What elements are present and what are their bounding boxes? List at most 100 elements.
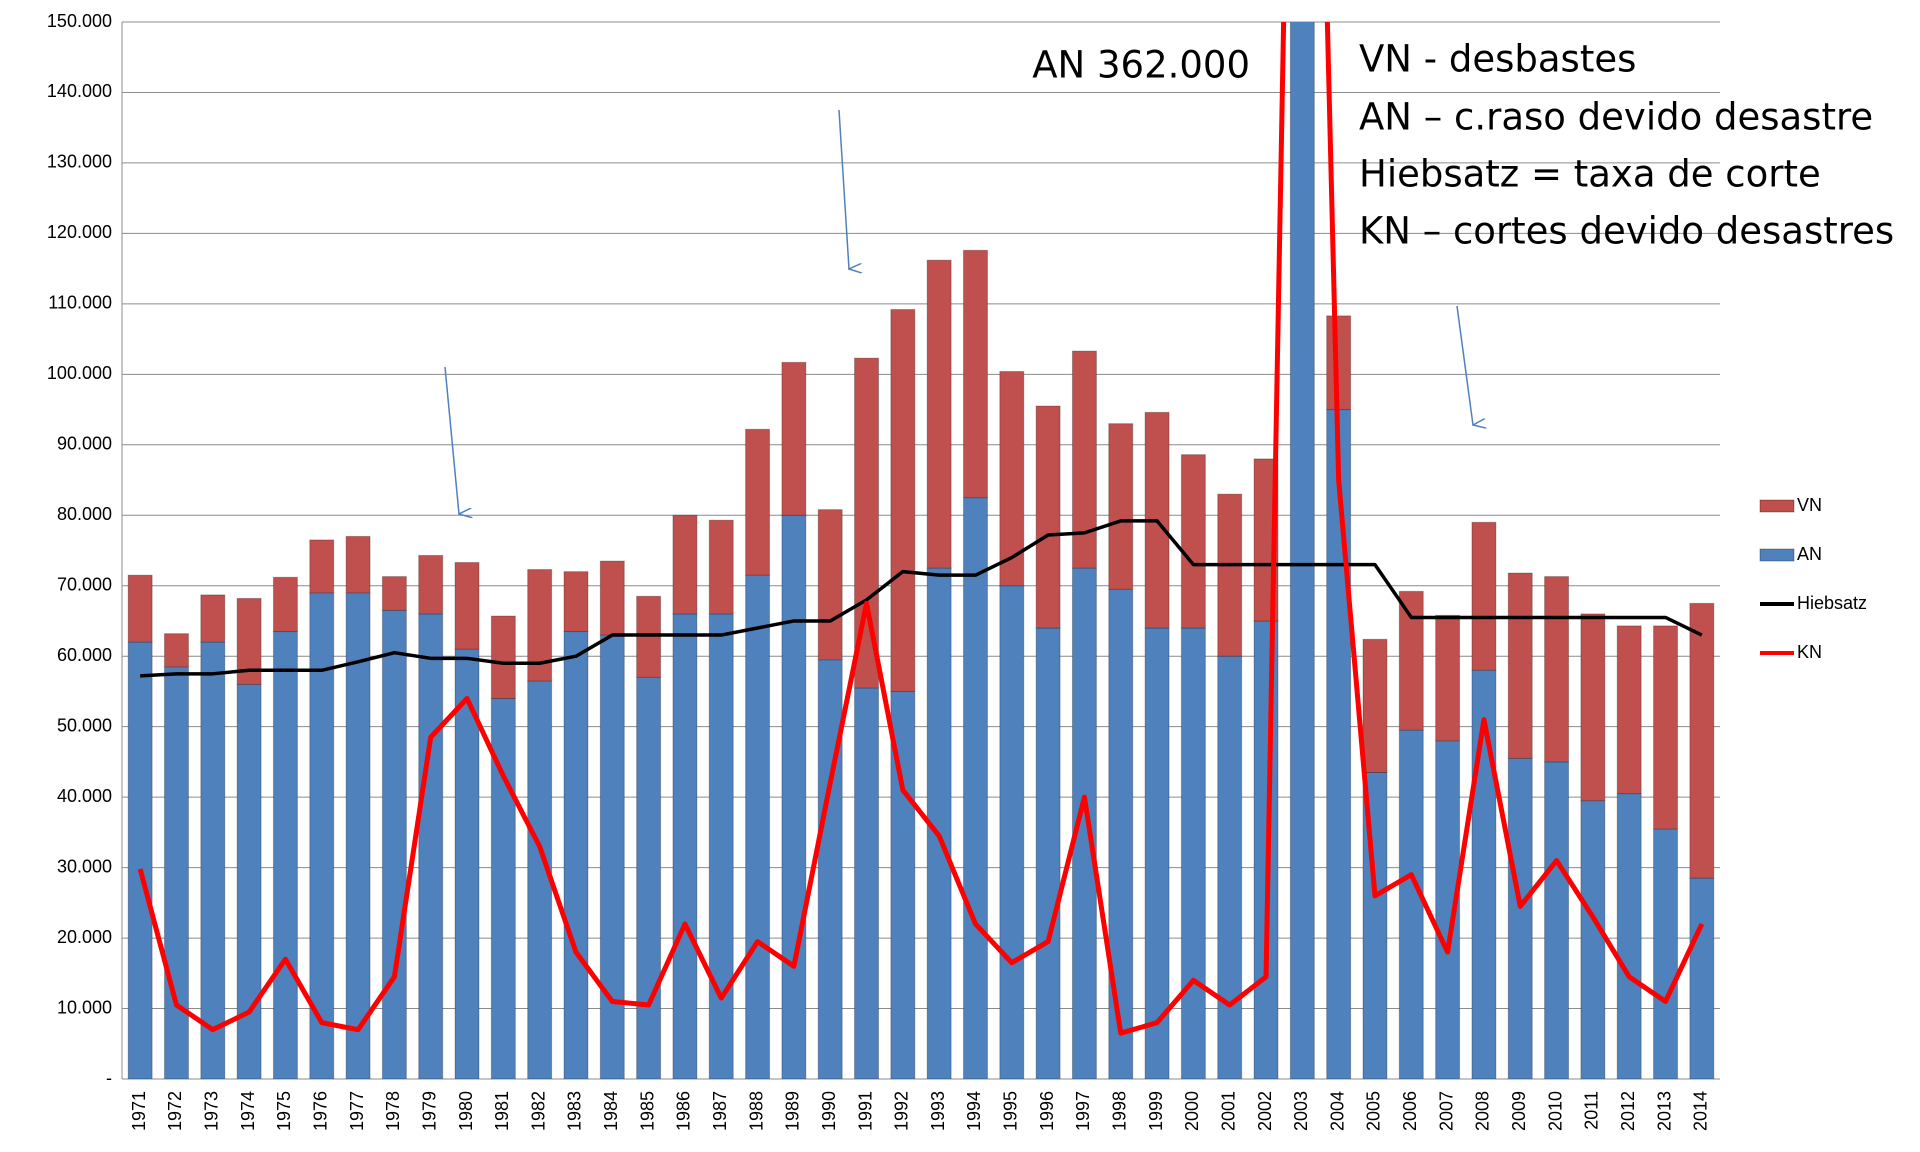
bar — [599, 634, 625, 1079]
x-tick-label: 1991 — [855, 1091, 875, 1131]
bar — [1035, 405, 1061, 629]
bar — [490, 615, 516, 699]
bar — [817, 509, 843, 661]
x-tick-label: 2004 — [1327, 1091, 1347, 1131]
bar — [381, 609, 407, 1079]
bar — [418, 554, 444, 615]
x-tick-label: 1987 — [710, 1091, 730, 1131]
x-tick-label: 1973 — [202, 1091, 222, 1131]
legend-label: KN — [1797, 642, 1822, 662]
y-tick-label: 70.000 — [57, 574, 112, 594]
bar — [745, 428, 771, 576]
bar — [854, 687, 880, 1079]
bar — [1580, 613, 1606, 802]
x-tick-label: 2011 — [1582, 1091, 1602, 1130]
y-tick-label: - — [106, 1068, 112, 1088]
bar — [1544, 761, 1570, 1079]
x-tick-label: 1978 — [383, 1091, 403, 1131]
bar — [1108, 423, 1134, 590]
x-tick-label: 2012 — [1618, 1091, 1638, 1131]
y-tick-label: 140.000 — [47, 81, 112, 101]
x-tick-label: 1977 — [347, 1091, 367, 1131]
bar — [563, 571, 589, 633]
bar — [1689, 877, 1715, 1079]
y-tick-label: 40.000 — [57, 786, 112, 806]
bar — [1108, 588, 1134, 1079]
bar — [1289, 22, 1315, 1079]
bar — [1653, 625, 1679, 830]
labels: - 10.000 20.000 30.000 40.000 50.000 60.000 70.… — [47, 11, 1867, 1131]
bar — [708, 613, 734, 1079]
x-tick-label: 2010 — [1545, 1091, 1565, 1131]
bar — [708, 519, 734, 615]
line-series — [137, 22, 1705, 1036]
bar — [563, 631, 589, 1079]
x-tick-label: 1994 — [964, 1091, 984, 1131]
y-tick-label: 80.000 — [57, 504, 112, 524]
y-tick-label: 150.000 — [47, 11, 112, 31]
bar — [236, 597, 262, 685]
bar — [1180, 627, 1206, 1079]
bar — [163, 633, 189, 668]
bar — [418, 613, 444, 1079]
legend-swatch — [1759, 499, 1795, 513]
bar — [781, 361, 807, 516]
bar — [672, 613, 698, 1079]
legend-label: VN — [1797, 495, 1822, 515]
bar — [200, 594, 226, 643]
bar — [817, 659, 843, 1079]
x-tick-label: 2008 — [1473, 1091, 1493, 1131]
bar — [1217, 655, 1243, 1079]
bar — [309, 539, 335, 594]
bar — [127, 574, 153, 643]
line-series — [140, 519, 1703, 678]
bar — [1180, 454, 1206, 629]
bar — [1507, 572, 1533, 759]
bar — [381, 576, 407, 611]
bar — [962, 497, 988, 1079]
bar — [1435, 614, 1461, 742]
bar — [781, 514, 807, 1079]
bar — [1398, 729, 1424, 1079]
x-tick-label: 1995 — [1001, 1091, 1021, 1131]
annotation: AN 362.000 — [1032, 44, 1250, 87]
bar — [272, 631, 298, 1079]
y-tick-label: 60.000 — [57, 645, 112, 665]
x-tick-label: 2002 — [1255, 1091, 1275, 1131]
x-tick-label: 2006 — [1400, 1091, 1420, 1131]
y-tick-label: 100.000 — [47, 363, 112, 383]
x-tick-label: 1975 — [274, 1091, 294, 1131]
bar — [200, 641, 226, 1079]
bar — [1616, 625, 1642, 795]
bar — [527, 680, 553, 1079]
bar — [1689, 602, 1715, 879]
x-tick-label: 1971 — [129, 1091, 149, 1131]
y-tick-label: 10.000 — [57, 997, 112, 1017]
annotation: AN – c.raso devido desastre — [1359, 96, 1873, 139]
x-tick-label: 2009 — [1509, 1091, 1529, 1131]
x-tick-label: 1997 — [1073, 1091, 1093, 1131]
y-tick-label: 120.000 — [47, 222, 112, 242]
annotation: VN - desbastes — [1359, 38, 1636, 81]
bar — [1035, 627, 1061, 1079]
bar — [127, 641, 153, 1079]
y-tick-label: 30.000 — [57, 856, 112, 876]
x-tick-label: 2001 — [1218, 1091, 1238, 1131]
legend-label: AN — [1797, 544, 1822, 564]
x-tick-label: 1986 — [674, 1091, 694, 1131]
x-tick-label: 1996 — [1037, 1091, 1057, 1131]
x-tick-label: 1999 — [1146, 1091, 1166, 1131]
bar — [1071, 350, 1097, 569]
lines — [137, 22, 1705, 1036]
bar — [236, 683, 262, 1079]
bar — [962, 249, 988, 499]
x-tick-label: 2000 — [1182, 1091, 1202, 1131]
x-tick-label: 2007 — [1436, 1091, 1456, 1131]
x-tick-label: 1988 — [746, 1091, 766, 1131]
bar — [1471, 521, 1497, 671]
bar — [309, 592, 335, 1079]
x-tick-label: 2013 — [1654, 1091, 1674, 1131]
arrow — [1456, 305, 1473, 425]
bar — [599, 560, 625, 636]
